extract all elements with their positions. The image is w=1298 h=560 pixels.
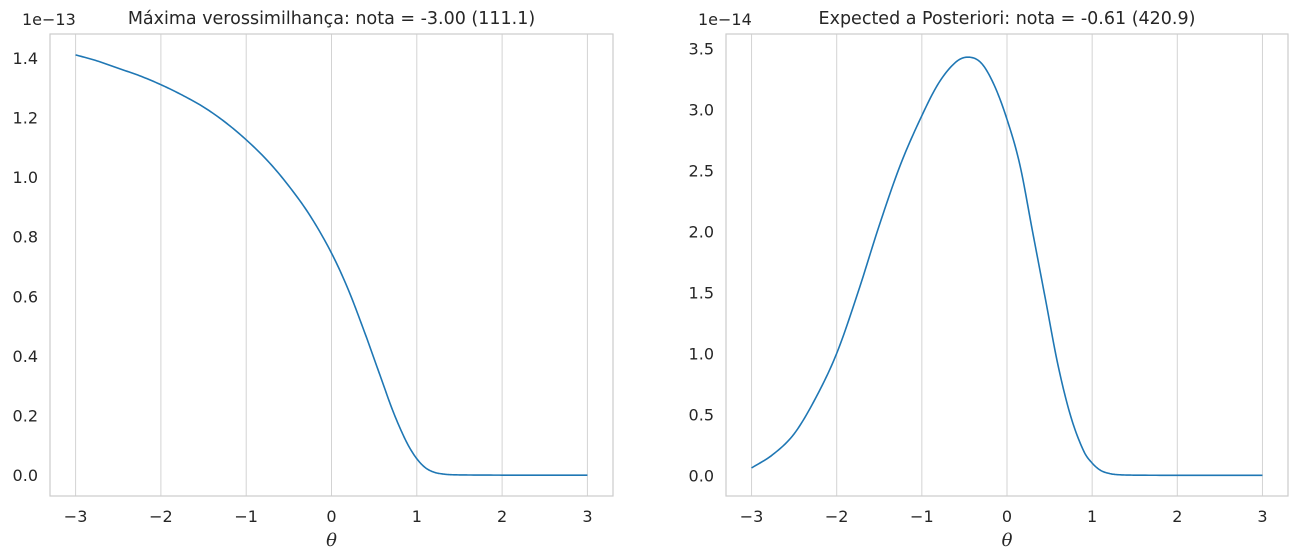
x-tick-label: −2: [825, 507, 849, 526]
x-tick-label: 0: [326, 507, 336, 526]
y-tick-label: 1.2: [13, 108, 38, 127]
y-offset-text: 1e−14: [698, 10, 752, 29]
chart-title: Expected a Posteriori: nota = -0.61 (420…: [819, 9, 1196, 29]
y-tick-label: 3.5: [689, 40, 714, 59]
y-tick-label: 0.4: [13, 347, 38, 366]
x-tick-label: 3: [1257, 507, 1267, 526]
x-tick-label: −2: [149, 507, 173, 526]
chart-title: Máxima verossimilhança: nota = -3.00 (11…: [128, 9, 535, 29]
chart-max-likelihood: −3 −2 −1 0 1 2 3 0.0 0.2 0.4 0.6 0.8 1.0 1.2 1.4 1e−13 M…: [13, 9, 614, 551]
y-tick-label: 0.0: [689, 466, 714, 485]
y-tick-label: 2.0: [689, 222, 714, 241]
x-tick-label: −3: [740, 507, 764, 526]
y-tick-label: 0.6: [13, 287, 38, 306]
y-offset-text: 1e−13: [22, 10, 76, 29]
y-tick-label: 0.0: [13, 466, 38, 485]
plot-frame: [725, 33, 1289, 497]
y-tick-label: 0.5: [689, 405, 714, 424]
chart-expected-a-posteriori: −3 −2 −1 0 1 2 3 0.0 0.5 1.0 1.5 2.0 2.5 3.0 3.5 1e−14 E…: [689, 9, 1289, 551]
x-tick-label: −3: [64, 507, 88, 526]
y-tick-label: 1.0: [13, 168, 38, 187]
series-line: [751, 56, 1263, 477]
x-tick-label: 1: [412, 507, 422, 526]
x-axis-label: θ: [326, 530, 337, 551]
x-tick-label: −1: [910, 507, 934, 526]
series-line: [75, 54, 588, 476]
y-tick-label: 1.4: [13, 49, 38, 68]
x-tick-label: 3: [582, 507, 592, 526]
x-tick-label: 0: [1002, 507, 1012, 526]
y-tick-label: 3.0: [689, 101, 714, 120]
y-tick-label: 2.5: [689, 162, 714, 181]
plot-frame: [49, 33, 614, 497]
x-tick-label: 2: [1172, 507, 1182, 526]
y-tick-label: 1.0: [689, 344, 714, 363]
x-axis-label: θ: [1002, 530, 1013, 551]
y-tick-label: 0.8: [13, 228, 38, 247]
x-tick-label: 1: [1087, 507, 1097, 526]
y-tick-label: 1.5: [689, 283, 714, 302]
x-tick-label: −1: [234, 507, 258, 526]
y-tick-label: 0.2: [13, 407, 38, 426]
x-tick-label: 2: [497, 507, 507, 526]
